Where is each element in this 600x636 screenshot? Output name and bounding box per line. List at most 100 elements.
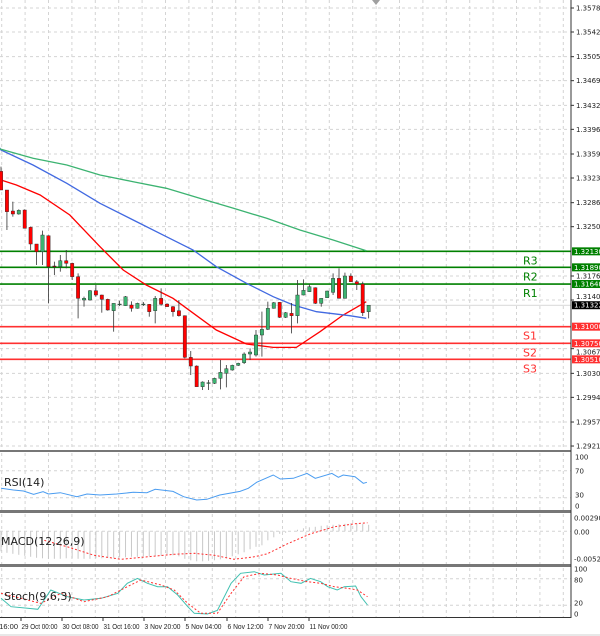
stoch-main-line: [0, 571, 368, 615]
price-tick-label: 1.30670: [576, 349, 600, 357]
stoch-title: Stoch(9,6,3): [4, 590, 72, 603]
price-panel[interactable]: R3 R2 R1 S1 S2 S3: [0, 147, 571, 391]
current-price-box: [572, 301, 600, 310]
chart-shift-marker-icon[interactable]: [372, 0, 380, 5]
candle-down: [171, 306, 175, 312]
price-tick-label: 1.32500: [576, 223, 600, 231]
price-tick-label: 1.35420: [576, 29, 600, 37]
candle-up: [123, 296, 128, 306]
candle-up: [82, 298, 86, 301]
candle-up: [200, 381, 205, 387]
price-tick-label: 1.30300: [576, 370, 600, 378]
candle-down: [289, 313, 294, 316]
candle-up: [271, 302, 276, 309]
price-tick-label: 1.34690: [576, 77, 600, 85]
stoch-signal-line: [0, 572, 368, 614]
panel-separator: [0, 450, 571, 452]
candle-up: [295, 294, 300, 316]
rsi-panel[interactable]: RSI(14): [0, 470, 571, 501]
candle-up: [260, 329, 264, 336]
level-label-s1: S1: [523, 330, 537, 343]
macd-tick-label: 0.002909: [574, 515, 600, 523]
candle-up: [141, 303, 146, 306]
level-price-box: [572, 280, 600, 289]
candle-down: [10, 210, 15, 215]
time-tick-label: 29 Oct 00:00: [22, 622, 58, 631]
time-tick-label: 7 Nov 20:00: [269, 622, 305, 631]
candle-down: [64, 260, 69, 264]
price-tick-label: 1.33960: [576, 126, 600, 134]
rsi-tick-label: 30: [575, 492, 584, 500]
macd-tick-label: -0.00523: [574, 556, 600, 564]
candle-down: [93, 290, 98, 296]
level-price-box: [572, 322, 600, 331]
rsi-title: RSI(14): [4, 476, 44, 489]
candle-down: [46, 235, 51, 267]
macd-signal-line: [44, 522, 368, 560]
level-label-s2: S2: [523, 346, 537, 359]
level-price-box: [572, 339, 600, 348]
price-tick-label: 1.29210: [576, 443, 600, 451]
stoch-panel[interactable]: Stoch(9,6,3): [0, 571, 571, 615]
level-price-label: 1.31640: [574, 281, 600, 289]
candle-up: [117, 303, 122, 306]
time-tick-label: 16:00: [0, 622, 18, 631]
time-tick-label: 30 Oct 08:00: [63, 622, 99, 631]
stoch-tick-label: 0: [574, 611, 578, 619]
price-tick-label: 1.32860: [576, 199, 600, 207]
candle-down: [176, 310, 181, 316]
level-price-label: 1.30510: [574, 356, 600, 364]
level-label-r2: R2: [523, 270, 538, 283]
candle-down: [188, 357, 193, 367]
candle-up: [224, 368, 229, 374]
candle-up: [218, 372, 223, 379]
candle-up: [230, 365, 235, 371]
candle-down: [129, 304, 134, 309]
candle-down: [34, 243, 39, 252]
price-tick-label: 1.33590: [576, 151, 600, 159]
price-tick-label: 1.35780: [576, 5, 600, 13]
stoch-tick-label: 80: [574, 577, 583, 585]
candle-down: [159, 298, 164, 305]
candle-up: [366, 305, 371, 312]
level-price-label: 1.30750: [574, 340, 600, 348]
stoch-tick-label: 20: [574, 600, 583, 608]
candle-down: [165, 303, 169, 307]
candle-up: [236, 363, 241, 366]
macd-panel[interactable]: MACD(12,26,9): [0, 522, 571, 562]
candle-down: [28, 227, 33, 245]
candle-down: [0, 171, 3, 191]
candle-down: [337, 278, 341, 299]
candle-down: [70, 263, 75, 277]
level-label-r1: R1: [523, 287, 538, 300]
grid: [0, 0, 571, 617]
panel-separator: [0, 564, 571, 567]
candle-up: [319, 298, 324, 304]
time-tick-label: 3 Nov 20:00: [145, 622, 181, 631]
candle-up: [58, 260, 63, 267]
rsi-tick-label: 0: [575, 503, 579, 511]
time-tick-label: 5 Nov 04:00: [186, 622, 222, 631]
candle-up: [206, 382, 211, 384]
price-tick-label: 1.33230: [576, 175, 600, 183]
candle-down: [5, 189, 9, 212]
candle-down: [348, 275, 353, 282]
candle-down: [313, 287, 318, 304]
candle-down: [354, 281, 359, 285]
candle-up: [307, 286, 312, 292]
level-price-label: 1.31890: [574, 264, 600, 272]
level-price-label: 1.32130: [574, 248, 600, 256]
level-price-box: [572, 355, 600, 364]
price-tick-label: 1.31400: [576, 293, 600, 301]
candle-down: [22, 209, 27, 229]
candle-down: [182, 315, 187, 358]
candle-up: [343, 275, 347, 299]
candle-up: [331, 278, 335, 293]
time-tick-label: 6 Nov 12:00: [228, 622, 264, 631]
stoch-tick-label: 100: [574, 566, 587, 574]
panel-separator: [0, 510, 571, 513]
rsi-tick-label: 100: [575, 454, 588, 462]
candle-up: [16, 210, 21, 215]
